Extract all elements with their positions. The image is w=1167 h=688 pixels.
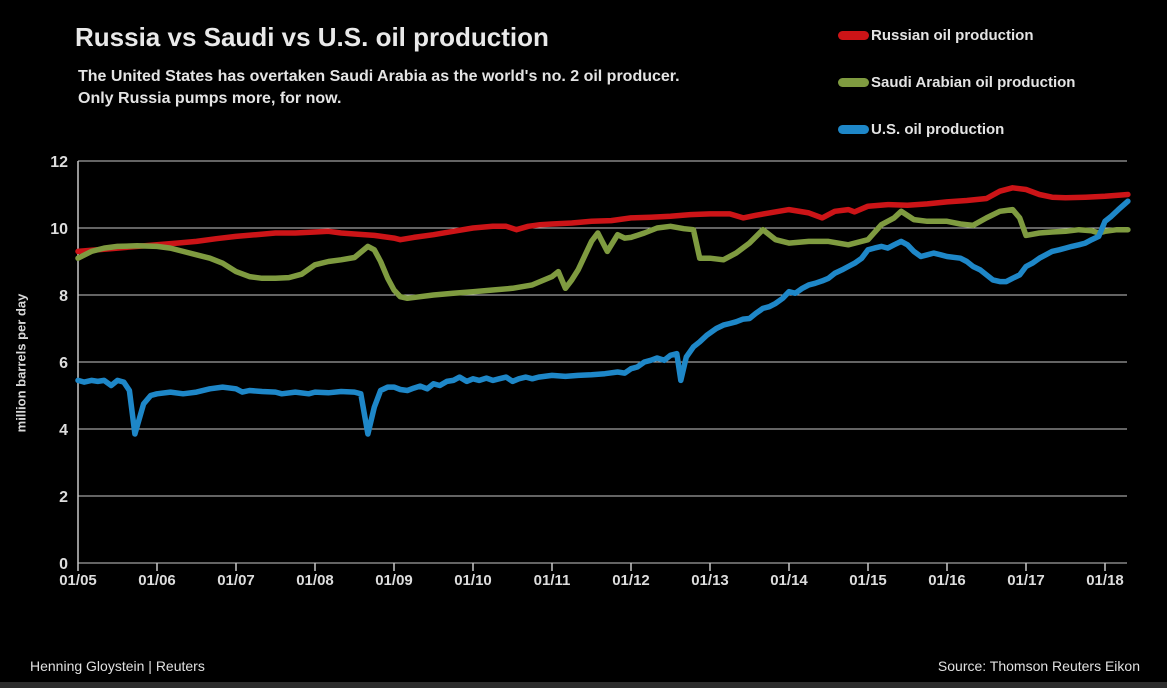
chart-legend: Russian oil production Saudi Arabian oil… xyxy=(838,27,1075,168)
series-line-1 xyxy=(75,206,1131,302)
x-tick-label-01/06: 01/06 xyxy=(138,572,176,589)
x-tick-label-01/05: 01/05 xyxy=(59,572,97,589)
us-line-swatch xyxy=(838,124,869,134)
x-tick-label-01/10: 01/10 xyxy=(454,572,492,589)
series-line-0 xyxy=(75,185,1131,255)
x-tick-label-01/16: 01/16 xyxy=(928,572,966,589)
source-credit: Source: Thomson Reuters Eikon xyxy=(937,658,1140,674)
saudi-line-swatch xyxy=(838,77,869,87)
x-tick-label-01/08: 01/08 xyxy=(296,572,334,589)
x-tick-label-01/17: 01/17 xyxy=(1007,572,1045,589)
y-tick-label-0: 0 xyxy=(59,556,68,573)
y-tick-label-8: 8 xyxy=(59,288,68,305)
y-axis-title: million barrels per day xyxy=(13,293,29,433)
x-tick-label-01/11: 01/11 xyxy=(534,572,571,589)
russia-line-swatch xyxy=(838,30,869,40)
y-tick-label-4: 4 xyxy=(59,422,68,439)
x-tick-label-01/13: 01/13 xyxy=(691,572,729,589)
subtitle-line-2: Only Russia pumps more, for now. xyxy=(78,90,342,107)
y-tick-label-10: 10 xyxy=(50,221,68,238)
legend-label-russia: Russian oil production xyxy=(871,26,1034,44)
y-tick-label-12: 12 xyxy=(50,154,68,171)
x-tick-label-01/14: 01/14 xyxy=(770,572,808,589)
byline: Henning Gloystein | Reuters xyxy=(30,658,205,674)
legend-label-us: U.S. oil production xyxy=(871,120,1005,138)
bottom-divider-bar xyxy=(0,682,1167,688)
legend-item-saudi: Saudi Arabian oil production xyxy=(838,73,1076,91)
subtitle-line-1: The United States has overtaken Saudi Ar… xyxy=(78,68,680,85)
x-tick-label-01/12: 01/12 xyxy=(612,572,650,589)
y-tick-label-6: 6 xyxy=(59,355,68,372)
series-line-2 xyxy=(75,198,1131,437)
y-tick-label-2: 2 xyxy=(59,489,68,506)
legend-item-russia: Russian oil production xyxy=(838,26,1075,44)
legend-item-us: U.S. oil production xyxy=(838,120,1075,138)
page-title: Russia vs Saudi vs U.S. oil production xyxy=(75,22,549,52)
x-tick-label-01/09: 01/09 xyxy=(375,572,413,589)
x-tick-label-01/18: 01/18 xyxy=(1086,572,1124,589)
x-tick-label-01/15: 01/15 xyxy=(849,572,887,589)
x-tick-label-01/07: 01/07 xyxy=(217,572,255,589)
chart-subtitle: The United States has overtaken Saudi Ar… xyxy=(78,66,680,110)
legend-label-saudi: Saudi Arabian oil production xyxy=(871,73,1076,91)
